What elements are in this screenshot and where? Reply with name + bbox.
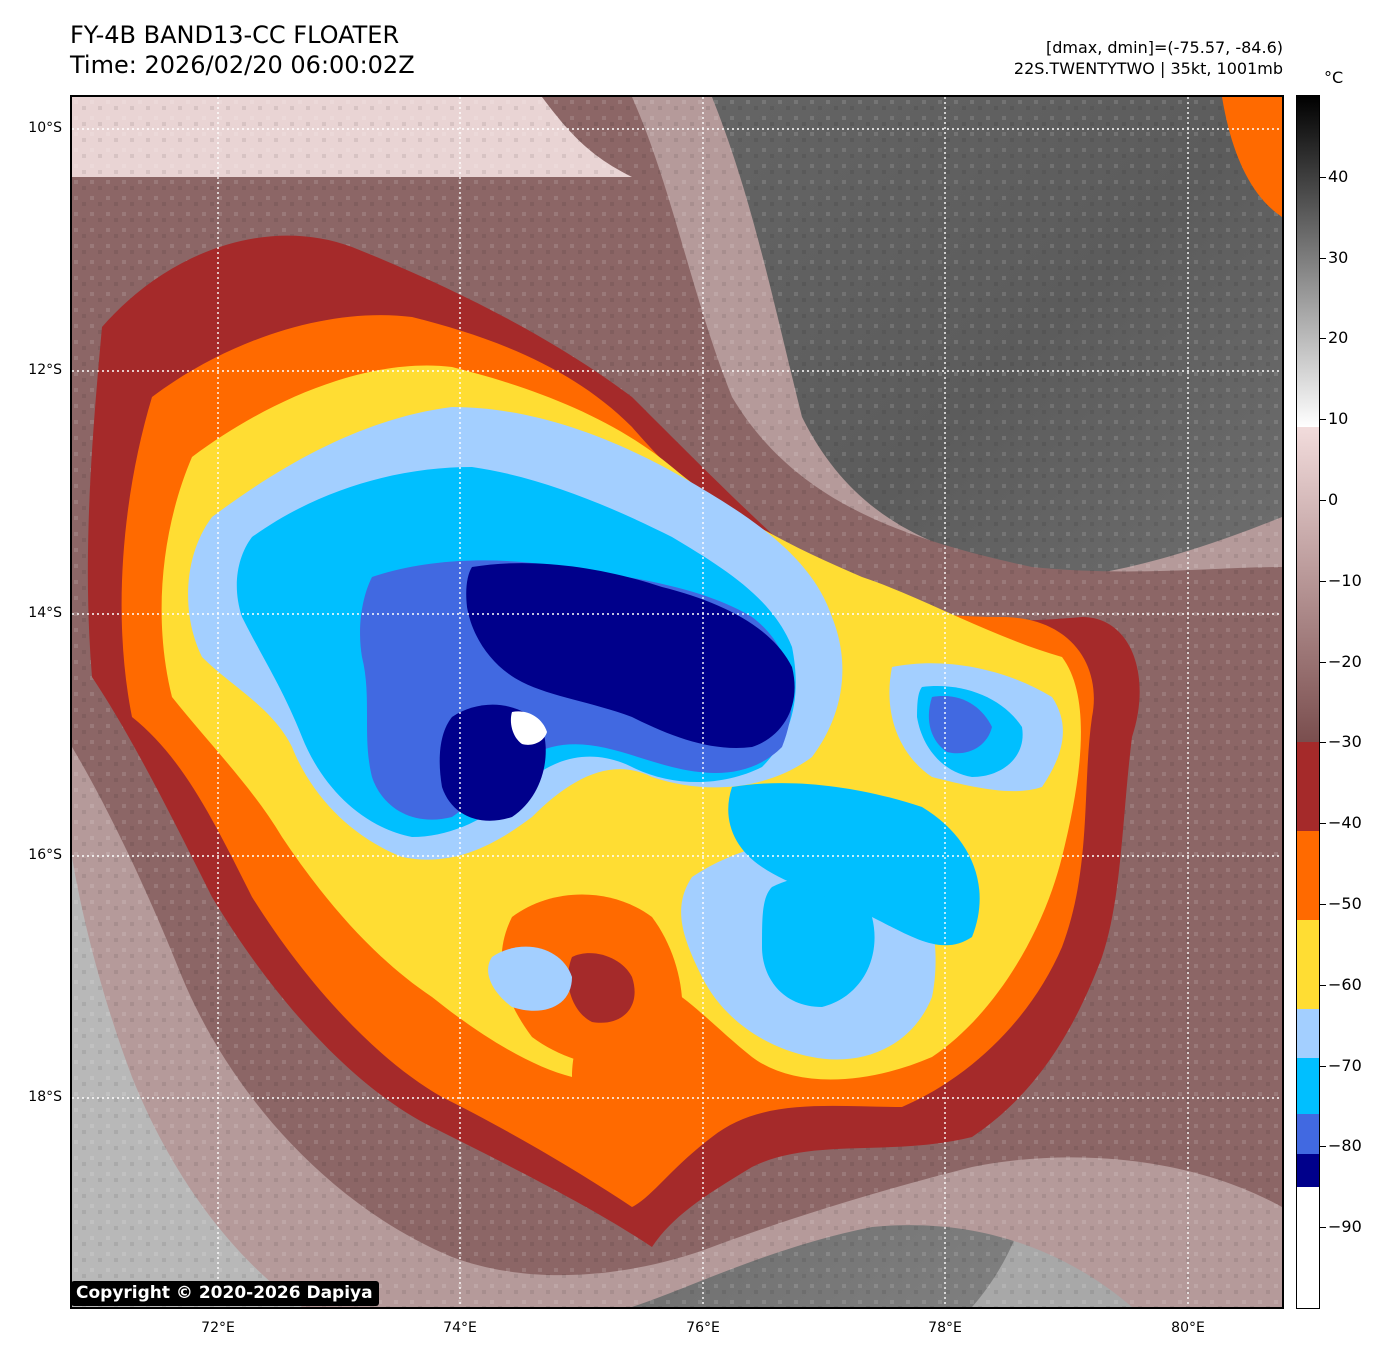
colorbar-segment <box>1297 742 1319 832</box>
colorbar <box>1296 95 1320 1309</box>
colorbar-tick-label: 20 <box>1328 328 1349 348</box>
lon-label-76e: 76°E <box>686 1320 720 1336</box>
contour-minus70-pocket <box>488 946 572 1011</box>
chart-title: FY-4B BAND13-CC FLOATER <box>70 21 400 49</box>
colorbar-unit: °C <box>1324 68 1344 87</box>
colorbar-tick-label: −80 <box>1328 1136 1362 1156</box>
chart-time: Time: 2026/02/20 06:00:02Z <box>70 51 415 79</box>
satellite-map <box>70 95 1284 1309</box>
contour-minus80-mid <box>728 783 980 946</box>
contour-minus50-ne-corner <box>1222 97 1282 217</box>
colorbar-tick <box>1320 338 1326 340</box>
colorbar-tick-label: −20 <box>1328 651 1362 671</box>
copyright-badge: Copyright © 2020-2026 Dapiya <box>71 1281 379 1306</box>
colorbar-segment <box>1297 1154 1319 1187</box>
graticule <box>72 97 1282 1307</box>
colorbar-tick <box>1320 1146 1326 1148</box>
colorbar-tick <box>1320 419 1326 421</box>
colorbar-tick-label: 10 <box>1328 409 1349 429</box>
lon-label-80e: 80°E <box>1171 1320 1205 1336</box>
colorbar-tick <box>1320 984 1326 986</box>
lon-label-72e: 72°E <box>201 1320 235 1336</box>
colorbar-tick-label: −50 <box>1328 894 1362 913</box>
colorbar-segment <box>1297 1057 1319 1115</box>
colorbar-tick-label: −10 <box>1328 570 1362 590</box>
colorbar-segment <box>1297 1009 1319 1058</box>
colorbar-tick-label: 0 <box>1328 490 1339 509</box>
colorbar-tick <box>1320 176 1326 178</box>
lon-label-74e: 74°E <box>443 1320 477 1336</box>
colorbar-tick-label: −40 <box>1328 813 1362 833</box>
colorbar-tick-label: 40 <box>1328 166 1349 186</box>
colorbar-tick <box>1320 823 1326 825</box>
red-pocket-south <box>568 953 635 1023</box>
colorbar-tick <box>1320 257 1326 259</box>
colorbar-tick <box>1320 742 1326 744</box>
map-svg <box>72 97 1282 1307</box>
contour-minus80-east <box>762 877 875 1007</box>
storm-info: 22S.TWENTYTWO | 35kt, 1001mb <box>1013 59 1283 78</box>
colorbar-segment <box>1297 96 1319 428</box>
lat-label-10s: 10°S <box>28 120 62 136</box>
lat-label-14s: 14°S <box>28 605 62 621</box>
colorbar-tick-label: 30 <box>1328 247 1349 267</box>
colorbar-tick <box>1320 500 1326 501</box>
colorbar-tick-label: −30 <box>1328 732 1362 752</box>
lon-label-78e: 78°E <box>928 1320 962 1336</box>
overshooting-top-white <box>510 711 547 745</box>
colorbar-tick-label: −70 <box>1328 1055 1362 1075</box>
lat-label-12s: 12°S <box>28 362 62 378</box>
colorbar-segment <box>1297 831 1319 921</box>
core-coldest <box>466 563 795 748</box>
colorbar-tick <box>1320 661 1326 663</box>
colorbar-tick <box>1320 904 1326 905</box>
colorbar-segment <box>1297 920 1319 1010</box>
dmax-dmin-readout: [dmax, dmin]=(-75.57, -84.6) <box>1045 38 1283 57</box>
colorbar-segment <box>1297 427 1319 743</box>
colorbar-tick <box>1320 580 1326 582</box>
colorbar-segment <box>1297 1186 1319 1308</box>
colorbar-tick-label: −60 <box>1328 974 1362 994</box>
lat-label-18s: 18°S <box>28 1089 62 1105</box>
colorbar-tick <box>1320 1065 1326 1067</box>
lat-label-16s: 16°S <box>28 847 62 863</box>
colorbar-segment <box>1297 1114 1319 1155</box>
colorbar-tick <box>1320 1227 1326 1229</box>
colorbar-tick-label: −90 <box>1328 1217 1362 1237</box>
